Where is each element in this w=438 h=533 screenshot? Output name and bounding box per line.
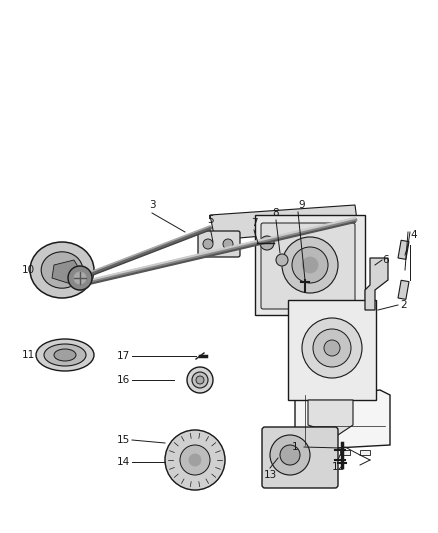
Circle shape	[324, 340, 340, 356]
Polygon shape	[308, 400, 353, 435]
Ellipse shape	[30, 242, 94, 298]
FancyBboxPatch shape	[255, 215, 365, 315]
FancyBboxPatch shape	[262, 427, 338, 488]
FancyBboxPatch shape	[288, 300, 376, 400]
Text: 5: 5	[207, 215, 213, 225]
Bar	[340, 450, 350, 455]
Circle shape	[74, 272, 86, 284]
Bar	[398, 240, 409, 260]
Circle shape	[223, 239, 233, 249]
Text: 3: 3	[148, 200, 155, 210]
Text: 7: 7	[251, 218, 257, 228]
Text: 4: 4	[410, 230, 417, 240]
Circle shape	[180, 445, 210, 475]
Ellipse shape	[54, 349, 76, 361]
Text: 9: 9	[298, 200, 304, 210]
Circle shape	[270, 435, 310, 475]
FancyBboxPatch shape	[198, 231, 240, 257]
Circle shape	[68, 266, 92, 290]
Circle shape	[282, 237, 338, 293]
Ellipse shape	[196, 376, 204, 384]
Text: 16: 16	[117, 375, 130, 385]
Text: 14: 14	[117, 457, 130, 467]
Circle shape	[276, 254, 288, 266]
Circle shape	[292, 247, 328, 283]
Text: 13: 13	[263, 470, 277, 480]
Circle shape	[260, 236, 274, 250]
Text: 8: 8	[273, 208, 279, 218]
Ellipse shape	[36, 339, 94, 371]
Text: 6: 6	[382, 255, 389, 265]
Bar	[315, 450, 325, 455]
Ellipse shape	[187, 367, 213, 393]
Text: 1: 1	[292, 442, 299, 452]
Polygon shape	[210, 205, 358, 240]
Ellipse shape	[192, 372, 208, 388]
Polygon shape	[365, 258, 388, 310]
Circle shape	[189, 454, 201, 466]
Circle shape	[203, 239, 213, 249]
Text: 15: 15	[117, 435, 130, 445]
Circle shape	[165, 430, 225, 490]
Ellipse shape	[44, 344, 86, 366]
Circle shape	[302, 318, 362, 378]
Text: 10: 10	[22, 265, 35, 275]
Text: 17: 17	[117, 351, 130, 361]
Polygon shape	[295, 390, 390, 450]
Text: 12: 12	[332, 462, 345, 472]
Text: 2: 2	[400, 300, 406, 310]
Circle shape	[313, 329, 351, 367]
Ellipse shape	[41, 252, 83, 288]
Bar	[360, 450, 370, 455]
Text: 11: 11	[22, 350, 35, 360]
FancyBboxPatch shape	[261, 223, 355, 309]
Polygon shape	[52, 260, 80, 285]
Bar	[398, 280, 409, 300]
Circle shape	[302, 257, 318, 273]
Circle shape	[280, 445, 300, 465]
